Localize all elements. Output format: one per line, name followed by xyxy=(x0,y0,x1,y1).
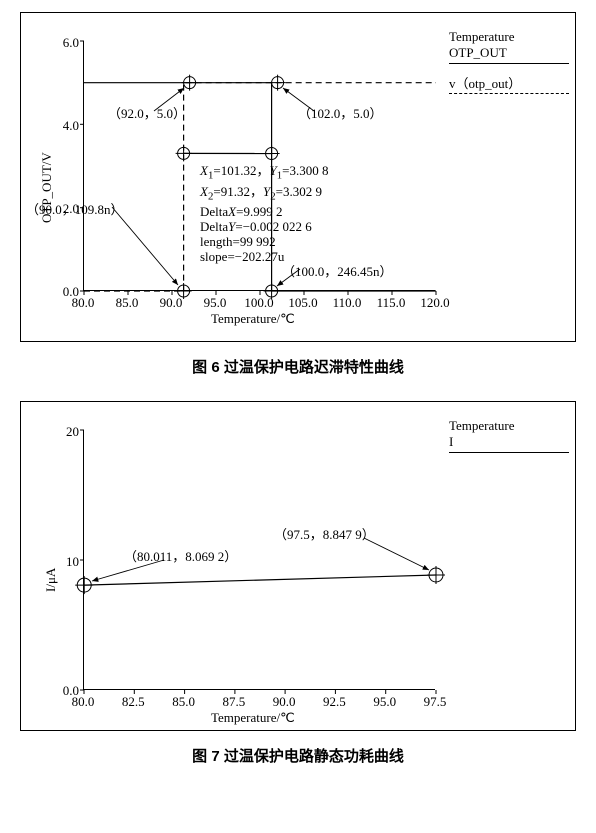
legend-label: Temperature xyxy=(449,29,515,45)
ytick: 10 xyxy=(39,554,79,570)
info-block: X1=X₁=101.32，Y₁=3.300 8101.32，Y1=3.300 8… xyxy=(200,163,328,264)
figure-7-caption: 图 7 过温保护电路静态功耗曲线 xyxy=(12,745,584,766)
legend-line-solid-icon xyxy=(449,63,569,64)
xtick: 115.0 xyxy=(377,295,406,311)
legend-line-solid-icon xyxy=(449,452,569,453)
figure-6: OTP_OUT/V 6.0 4.0 2.0 0.0 xyxy=(12,12,584,377)
marker-label: （90.0，109.8n） xyxy=(26,199,124,218)
xtick: 87.5 xyxy=(223,694,246,710)
marker xyxy=(176,145,192,161)
y-axis-label: I/μA xyxy=(43,568,59,592)
legend-label: I xyxy=(449,434,453,450)
x-axis-label: Temperature/℃ xyxy=(211,710,295,726)
marker-label: （92.0，5.0） xyxy=(108,103,186,122)
xtick: 120.0 xyxy=(420,295,449,311)
legend-label: OTP_OUT xyxy=(449,45,507,61)
callout-arrow xyxy=(112,207,178,285)
xtick: 95.0 xyxy=(373,694,396,710)
marker xyxy=(427,566,445,584)
ytick: 20 xyxy=(39,424,79,440)
xtick: 80.0 xyxy=(72,295,95,311)
figure-7: I/μA 20 10 0.0 xyxy=(12,401,584,766)
plot-area-6: （92.0，5.0） （102.0，5.0） （90.0，109.8n） （10… xyxy=(83,41,435,291)
marker-label: （80.011，8.069 2） xyxy=(124,546,237,565)
xtick: 90.0 xyxy=(273,694,296,710)
ytick: 4.0 xyxy=(39,118,79,134)
chart-box-7: I/μA 20 10 0.0 xyxy=(20,401,576,731)
figure-6-caption: 图 6 过温保护电路迟滞特性曲线 xyxy=(12,356,584,377)
xtick: 110.0 xyxy=(333,295,362,311)
xtick: 82.5 xyxy=(122,694,145,710)
plot-area-7: （80.011，8.069 2） （97.5，8.847 9） xyxy=(83,430,435,690)
marker xyxy=(264,146,280,162)
xtick: 97.5 xyxy=(424,694,447,710)
legend-label: Temperature xyxy=(449,418,515,434)
marker-label: （102.0，5.0） xyxy=(298,103,383,122)
xtick: 85.0 xyxy=(116,295,139,311)
chart-box-6: OTP_OUT/V 6.0 4.0 2.0 0.0 xyxy=(20,12,576,342)
ytick: 6.0 xyxy=(39,35,79,51)
x-axis-label: Temperature/℃ xyxy=(211,311,295,327)
marker xyxy=(75,576,93,594)
legend-label: v（otp_out） xyxy=(449,73,521,92)
xtick: 100.0 xyxy=(244,295,273,311)
xtick: 80.0 xyxy=(72,694,95,710)
xtick: 105.0 xyxy=(288,295,317,311)
marker-label: （97.5，8.847 9） xyxy=(274,524,375,543)
xtick: 90.0 xyxy=(160,295,183,311)
series-line xyxy=(84,575,436,585)
xtick: 85.0 xyxy=(172,694,195,710)
legend-line-dashed-icon xyxy=(449,93,569,94)
xtick: 95.0 xyxy=(204,295,227,311)
xtick: 92.5 xyxy=(323,694,346,710)
